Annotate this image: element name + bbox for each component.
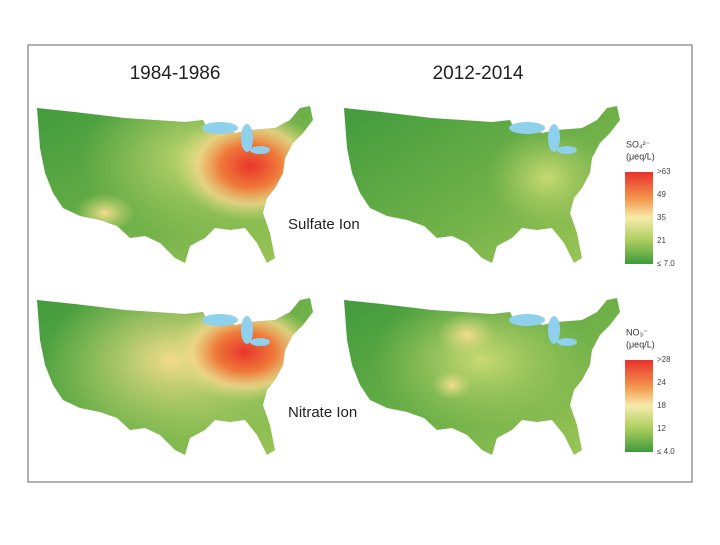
- legend-label: 24: [657, 378, 666, 387]
- legend-label: 21: [657, 236, 666, 245]
- column-title: 1984-1986: [130, 63, 221, 84]
- legend-label: 49: [657, 190, 666, 199]
- great-lakes: [202, 122, 577, 346]
- row-label: Sulfate Ion: [288, 216, 360, 233]
- legend-bar: [625, 172, 653, 264]
- legend-label: 35: [657, 213, 666, 222]
- legend-label: ≤ 7.0: [657, 259, 675, 268]
- legend-title: SO₄²⁻: [626, 139, 651, 149]
- legend-unit: (μeq/L): [626, 151, 655, 161]
- legend-label: >63: [657, 167, 671, 176]
- legend-title: NO₃⁻: [626, 327, 648, 337]
- legend-unit: (μeq/L): [626, 339, 655, 349]
- row-label: Nitrate Ion: [288, 404, 357, 421]
- legend-label: ≤ 4.0: [657, 447, 675, 456]
- legend-label: >28: [657, 355, 671, 364]
- legend-label: 18: [657, 401, 666, 410]
- legend-bar: [625, 360, 653, 452]
- column-title: 2012-2014: [433, 63, 524, 84]
- legend-label: 12: [657, 424, 666, 433]
